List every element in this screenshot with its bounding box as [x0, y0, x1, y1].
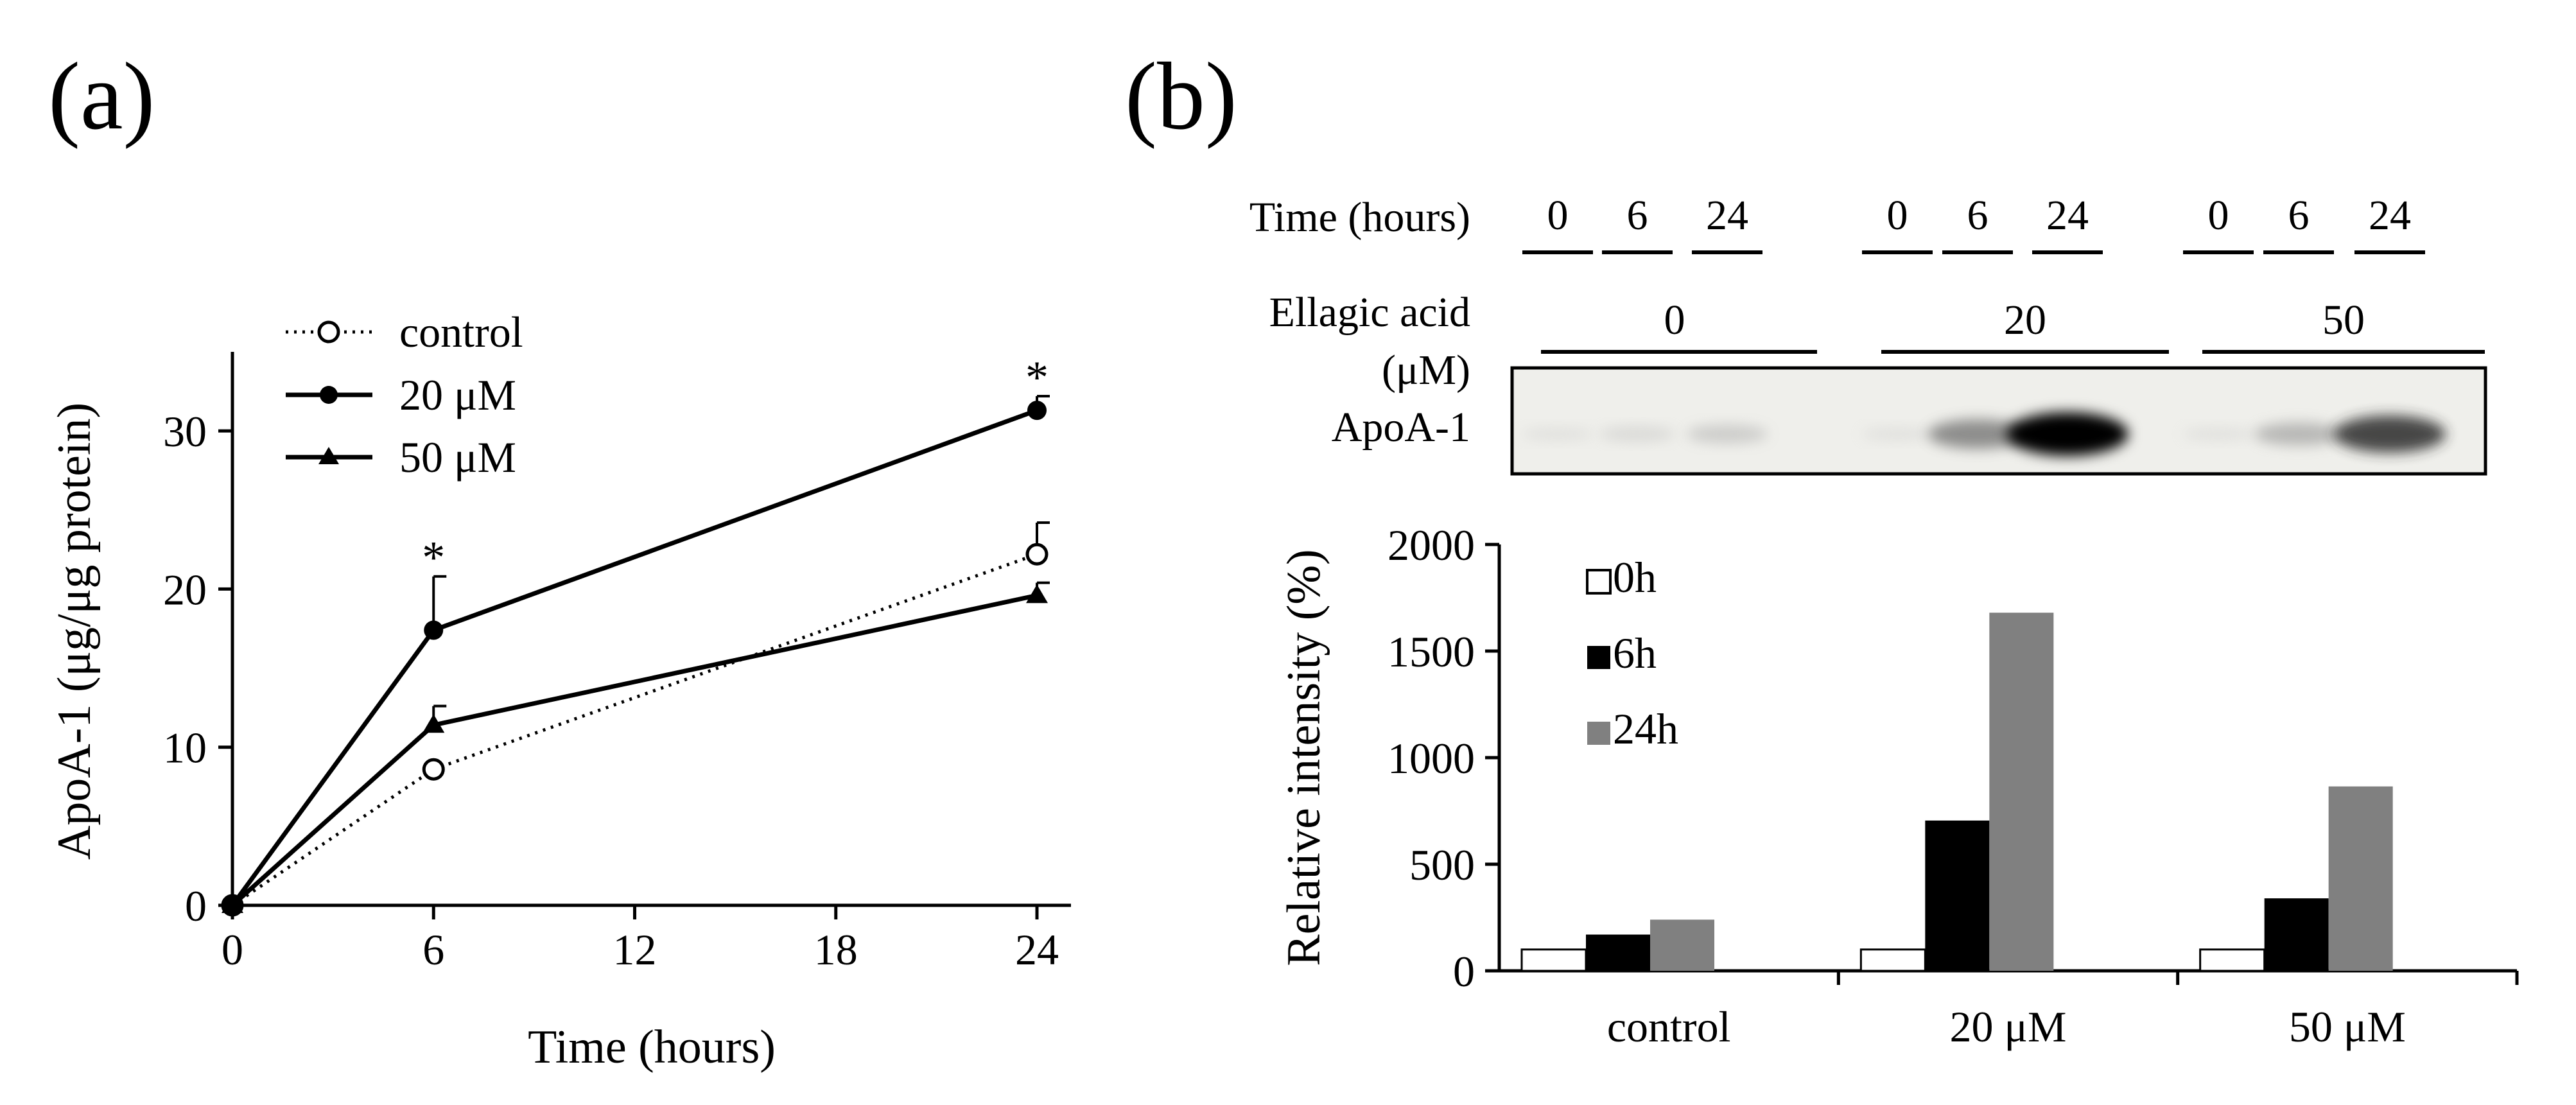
- time-lane-label-1: 6: [1627, 192, 1648, 239]
- legend-50uM-marker: [318, 447, 339, 464]
- blot-band-label: ApoA-1: [1332, 404, 1470, 451]
- bar-50-um-0h: [2199, 948, 2266, 972]
- legend-6h-swatch: [1587, 646, 1610, 669]
- blot-band-2: [1686, 424, 1768, 444]
- blot-band-1: [1599, 426, 1676, 442]
- bar-y-tick-label-1000: 1000: [1388, 734, 1475, 783]
- ellagic-group-label-2: 50: [2322, 297, 2365, 344]
- panel-a-line-chart: (a) 0 10 20 30 0 6 12 18 24 ApoA-1 (μg/μg prote…: [48, 43, 1071, 1074]
- series-50-um-line: [231, 593, 1038, 907]
- significance-star-24: *: [1025, 352, 1049, 403]
- legend-0h-swatch: [1586, 569, 1612, 595]
- time-lane-label-6: 0: [2208, 192, 2229, 239]
- bar-chart-category-labels: control 20 μM 50 μM: [1607, 971, 2519, 1051]
- legend-50uM-label: 50 μM: [399, 433, 516, 482]
- line-chart-x-ticks: 0 6 12 18 24: [222, 905, 1059, 974]
- time-lane-label-4: 6: [1967, 192, 1989, 239]
- blot-time-label: Time (hours): [1249, 194, 1470, 241]
- point-20-um-24: [1027, 401, 1047, 421]
- blot-ellagic-unit: (μM): [1382, 347, 1470, 394]
- blot-band-0: [1521, 427, 1594, 441]
- series-control-line: [231, 552, 1038, 907]
- bar-y-tick-label-2000: 2000: [1388, 521, 1475, 570]
- blot-band-7: [2254, 422, 2343, 446]
- bar-control-6h: [1586, 934, 1650, 971]
- panel-label-a: (a): [48, 43, 155, 150]
- bar-50-um-6h: [2264, 898, 2329, 971]
- time-lane-label-7: 6: [2288, 192, 2310, 239]
- bar-20-um-24h: [1989, 613, 2054, 971]
- blot-ellagic-label: Ellagic acid: [1269, 289, 1470, 336]
- point-50-um-24: [1026, 584, 1048, 604]
- blot-band-3: [1861, 427, 1934, 441]
- time-lane-label-5: 24: [2046, 192, 2089, 239]
- legend-control-label: control: [399, 308, 523, 356]
- bar-chart-bars: [1520, 613, 2393, 972]
- bar-category-label-20-um: 20 μM: [1950, 1002, 2067, 1051]
- line-chart-x-axis-title: Time (hours): [528, 1021, 776, 1074]
- point-50-um-6: [422, 714, 445, 733]
- line-chart-y-axis-title: ApoA-1 (μg/μg protein): [48, 403, 101, 860]
- blot-ellagic-groups: 0 20 50: [1541, 297, 2485, 354]
- bar-control-24h: [1650, 919, 1714, 971]
- line-chart-annotations: **: [422, 352, 1049, 584]
- x-tick-label-18: 18: [814, 925, 858, 974]
- series-20-um-line: [231, 408, 1038, 907]
- bar-chart-y-ticks: 0 500 1000 1500 2000: [1388, 521, 1499, 996]
- legend-20uM-marker: [320, 386, 338, 404]
- legend-6h-label: 6h: [1613, 629, 1657, 677]
- y-tick-label-30: 30: [163, 407, 207, 456]
- significance-star-6: *: [422, 532, 445, 584]
- bar-chart-legend: 0h 6h 24h: [1586, 553, 1678, 753]
- point-control-6: [422, 758, 445, 781]
- point-control-24: [1025, 543, 1049, 566]
- bar-20-um-0h: [1859, 948, 1926, 972]
- bar-category-label-50-um: 50 μM: [2289, 1002, 2406, 1051]
- bar-50-um-24h: [2328, 786, 2393, 971]
- bar-control-0h: [1520, 948, 1587, 972]
- x-tick-label-0: 0: [222, 925, 243, 974]
- time-lane-label-2: 24: [1706, 192, 1748, 239]
- legend-0h-label: 0h: [1613, 553, 1657, 602]
- legend-20uM-label: 20 μM: [399, 370, 516, 419]
- legend-24h-label: 24h: [1613, 704, 1678, 753]
- panel-b-bar-chart: 0 500 1000 1500 2000 control 20 μM 50 μM Relat…: [1278, 521, 2519, 1051]
- x-tick-label-6: 6: [422, 925, 444, 974]
- time-lane-label-8: 24: [2369, 192, 2411, 239]
- legend-control-marker: [317, 320, 340, 344]
- line-chart-legend: control 20 μM 50 μM: [286, 308, 523, 482]
- line-chart-y-ticks: 0 10 20 30: [163, 407, 232, 930]
- bar-y-tick-label-1500: 1500: [1388, 627, 1475, 676]
- blot-band-8: [2334, 415, 2446, 453]
- y-tick-label-10: 10: [163, 724, 207, 772]
- time-lane-label-0: 0: [1547, 192, 1569, 239]
- bar-y-tick-label-500: 500: [1409, 840, 1475, 889]
- point-20-um-6: [424, 620, 444, 640]
- x-tick-label-24: 24: [1015, 925, 1059, 974]
- blot-band-6: [2182, 427, 2255, 441]
- legend-24h-swatch: [1587, 722, 1610, 745]
- bar-y-tick-label-0: 0: [1453, 947, 1475, 996]
- panel-b: (b) Time (hours) 0 6 24 0 6 24 0 6 24 Ellagic ac…: [1125, 43, 2519, 1051]
- ellagic-group-label-1: 20: [2004, 297, 2046, 344]
- y-tick-label-20: 20: [163, 565, 207, 614]
- blot-bands: [1521, 412, 2446, 456]
- bar-chart-y-axis-title: Relative intensity (%): [1278, 549, 1330, 966]
- ellagic-group-label-0: 0: [1664, 297, 1685, 344]
- bar-category-label-control: control: [1607, 1002, 1731, 1051]
- y-tick-label-0: 0: [185, 882, 207, 930]
- point-50-um-0: [222, 894, 243, 913]
- x-tick-label-12: 12: [613, 925, 657, 974]
- time-lane-label-3: 0: [1887, 192, 1908, 239]
- blot-time-lanes: 0 6 24 0 6 24 0 6 24: [1522, 192, 2425, 254]
- bar-20-um-6h: [1925, 820, 1990, 971]
- blot-band-5: [2006, 412, 2128, 456]
- panel-label-b: (b): [1125, 43, 1237, 150]
- line-chart-series-group: [221, 394, 1050, 917]
- blot-band-4: [1928, 419, 2027, 449]
